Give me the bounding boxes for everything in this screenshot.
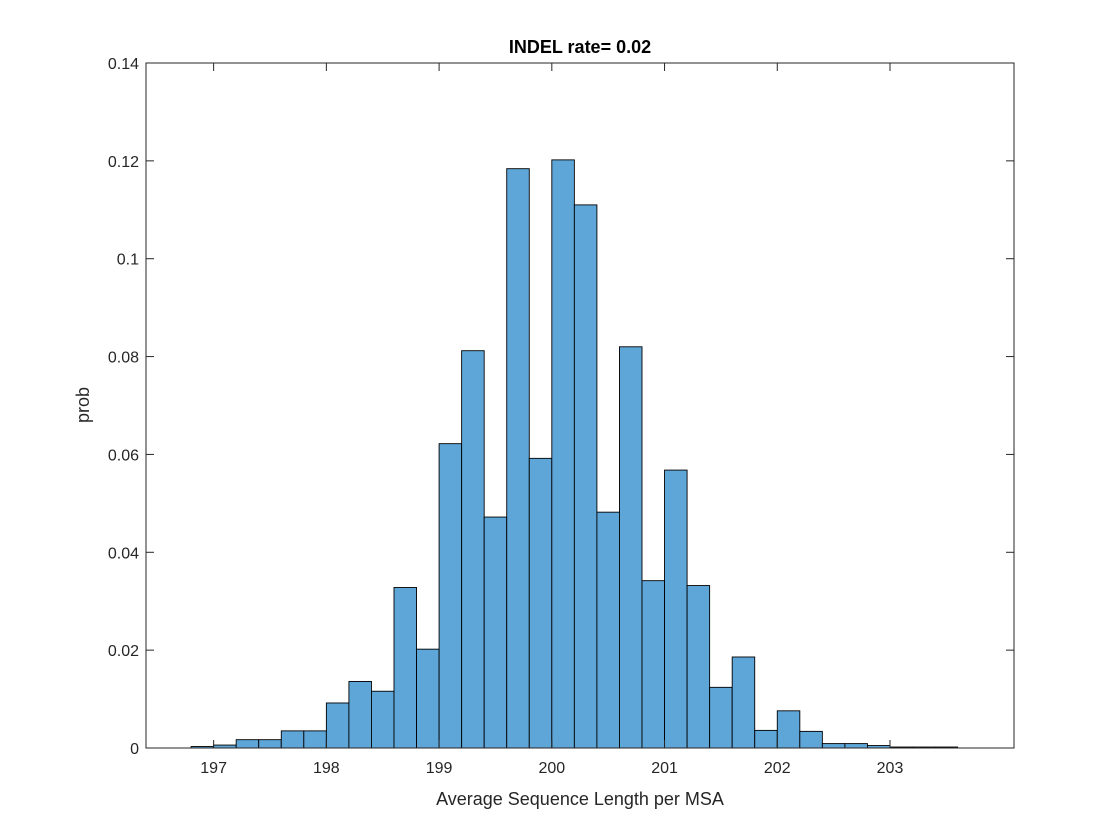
histogram-bar — [371, 690, 395, 749]
histogram-bar — [235, 739, 260, 749]
bars-group — [190, 159, 959, 749]
y-ticks-group: 0 0.02 0.04 0.06 0.08 0.1 0.12 0.14 — [108, 56, 1014, 758]
histogram-bar — [641, 580, 665, 749]
histogram-bar — [280, 730, 305, 749]
y-tick-label: 0.12 — [108, 154, 139, 171]
y-tick-label: 0 — [130, 741, 139, 758]
y-tick-label: 0.04 — [108, 545, 139, 562]
histogram-bar — [776, 710, 801, 749]
y-tick-label: 0.14 — [108, 56, 139, 73]
histogram-bar — [664, 469, 688, 749]
histogram-bar — [619, 346, 643, 749]
histogram-bar — [799, 730, 823, 749]
histogram-bar — [528, 457, 553, 749]
histogram-bar — [506, 168, 530, 749]
y-axis-label: prob — [73, 387, 93, 423]
x-axis-label: Average Sequence Length per MSA — [436, 789, 724, 809]
histogram-bar — [325, 702, 350, 749]
x-tick-label: 202 — [764, 760, 791, 777]
x-tick-label: 198 — [313, 760, 340, 777]
histogram-bar — [709, 686, 733, 749]
y-tick-label: 0.02 — [108, 643, 139, 660]
y-tick-label: 0.1 — [117, 252, 139, 269]
histogram-bar — [483, 516, 508, 749]
histogram-bar — [416, 648, 440, 749]
y-tick-label: 0.06 — [108, 447, 139, 464]
histogram-bar — [303, 730, 327, 749]
histogram-bar — [754, 729, 778, 749]
y-tick-label: 0.08 — [108, 350, 139, 367]
chart-title: INDEL rate= 0.02 — [509, 37, 651, 57]
x-tick-label: 197 — [200, 760, 227, 777]
histogram-bar — [844, 743, 868, 749]
histogram-bar — [461, 350, 485, 749]
histogram-bar — [438, 443, 463, 749]
histogram-bar — [348, 681, 372, 749]
histogram-bar — [686, 585, 711, 749]
histogram-bar — [596, 511, 620, 749]
histogram-bar — [821, 743, 846, 749]
x-tick-label: 201 — [651, 760, 678, 777]
histogram-bar — [258, 739, 282, 749]
x-tick-label: 199 — [426, 760, 453, 777]
histogram-bar — [573, 204, 598, 749]
histogram-bar — [731, 656, 756, 749]
x-tick-label: 200 — [538, 760, 565, 777]
histogram-bar — [551, 159, 575, 749]
x-ticks-group: 197 198 199 200 201 202 203 — [200, 63, 903, 777]
x-tick-label: 203 — [877, 760, 904, 777]
axes-box — [145, 62, 1015, 749]
histogram-bar — [393, 587, 417, 749]
